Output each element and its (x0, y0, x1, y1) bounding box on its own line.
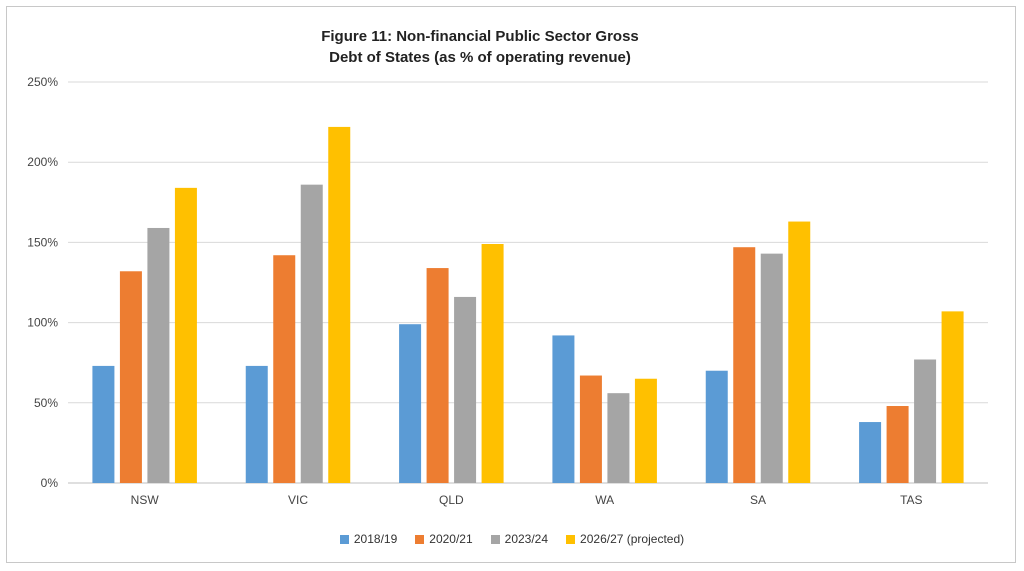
legend-item: 2020/21 (415, 532, 473, 546)
bar (245, 365, 268, 483)
bar (941, 311, 964, 483)
bar (174, 187, 197, 483)
x-tick-label: TAS (900, 493, 922, 507)
bar (273, 255, 296, 483)
legend-swatch (490, 534, 500, 544)
bar (454, 296, 477, 483)
chart-frame (6, 6, 1016, 563)
y-tick-label: 200% (27, 155, 58, 169)
bar (399, 324, 422, 483)
chart-legend: 2018/19 2020/21 2023/24 2026/27 (projected) (0, 532, 1024, 546)
bar (634, 378, 657, 483)
bar (914, 359, 937, 483)
y-tick-label: 100% (27, 316, 58, 330)
x-tick-label: VIC (288, 493, 308, 507)
bar (760, 253, 783, 483)
bar (328, 126, 351, 484)
legend-swatch (566, 534, 576, 544)
y-tick-label: 50% (34, 396, 58, 410)
bar (579, 375, 602, 483)
legend-item: 2026/27 (projected) (566, 532, 684, 546)
y-tick-label: 150% (27, 235, 58, 249)
y-tick-label: 250% (27, 75, 58, 89)
legend-item: 2018/19 (339, 532, 398, 546)
legend-label: 2026/27 (projected) (580, 532, 685, 546)
legend-label: 2023/24 (504, 532, 549, 546)
x-tick-label: SA (750, 493, 766, 507)
legend-item: 2023/24 (490, 532, 549, 546)
bar (300, 184, 323, 483)
bar (92, 365, 115, 483)
bar (119, 271, 142, 483)
legend-label: 2018/19 (353, 532, 398, 546)
bar (607, 393, 630, 483)
chart-title-line-2: Debt of States (as % of operating revenu… (329, 49, 631, 66)
chart-title-line-1: Figure 11: Non-financial Public Sector G… (321, 28, 639, 45)
legend-swatch (415, 534, 425, 544)
y-tick-label: 0% (41, 476, 59, 490)
bar (705, 370, 728, 483)
x-tick-label: NSW (131, 493, 160, 507)
bar (733, 247, 756, 483)
bar (147, 227, 170, 483)
chart-title: Figure 11: Non-financial Public Sector G… (230, 26, 730, 68)
bar (481, 244, 504, 483)
bar (859, 422, 882, 483)
legend-swatch (339, 534, 349, 544)
x-tick-label: QLD (439, 493, 464, 507)
bar (552, 335, 575, 483)
legend-label: 2020/21 (429, 532, 473, 546)
x-tick-label: WA (595, 493, 614, 507)
bar (426, 268, 449, 483)
bar (886, 406, 909, 483)
bar (788, 221, 811, 483)
